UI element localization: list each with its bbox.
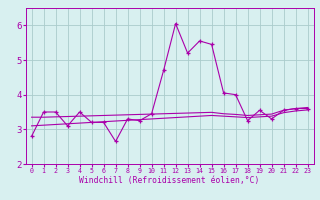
X-axis label: Windchill (Refroidissement éolien,°C): Windchill (Refroidissement éolien,°C) [79,176,260,185]
